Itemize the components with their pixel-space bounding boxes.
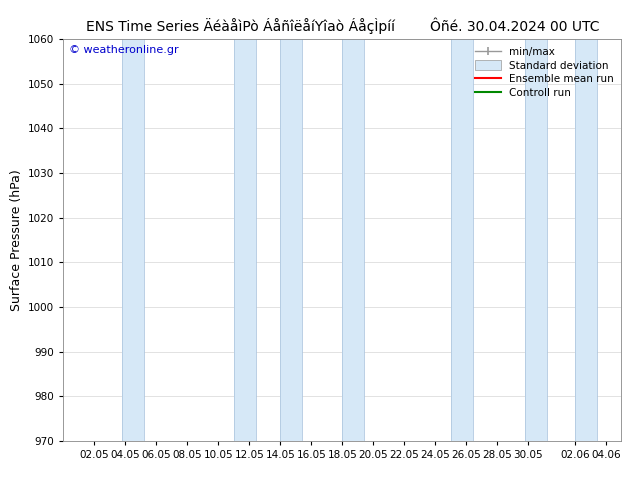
- Y-axis label: Surface Pressure (hPa): Surface Pressure (hPa): [10, 169, 23, 311]
- Bar: [342, 39, 364, 441]
- Text: © weatheronline.gr: © weatheronline.gr: [69, 45, 179, 55]
- Bar: [525, 39, 547, 441]
- Bar: [122, 39, 144, 441]
- Bar: [575, 39, 597, 441]
- Bar: [451, 39, 472, 441]
- Bar: [280, 39, 302, 441]
- Title: ENS Time Series ÄéàåìPò ÁåñîëåíYîaò ÁåçÌpíí        Ôñé. 30.04.2024 00 UTC: ENS Time Series ÄéàåìPò ÁåñîëåíYîaò ÁåçÌ…: [86, 17, 599, 34]
- Bar: [234, 39, 256, 441]
- Legend: min/max, Standard deviation, Ensemble mean run, Controll run: min/max, Standard deviation, Ensemble me…: [470, 42, 618, 102]
